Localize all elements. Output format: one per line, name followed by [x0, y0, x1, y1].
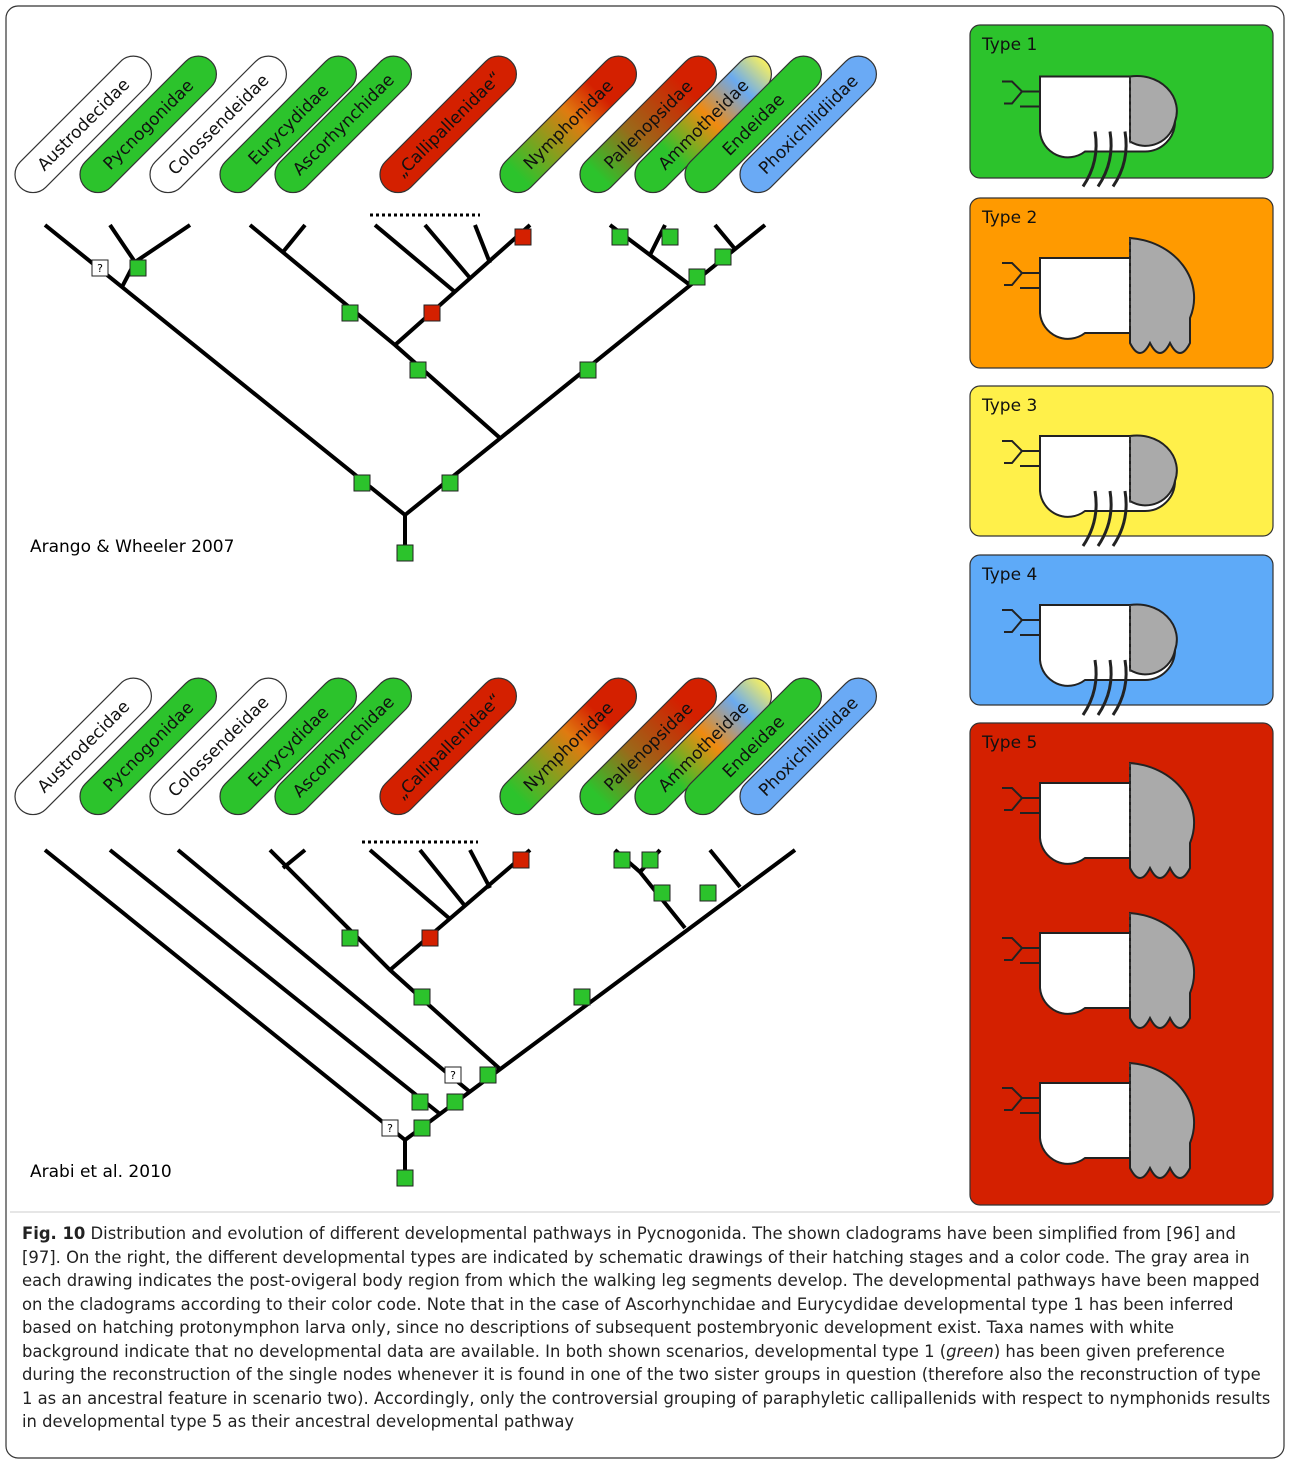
branch: [370, 850, 450, 919]
state-square: [612, 229, 628, 245]
state-square: [642, 852, 658, 868]
state-square: [412, 1094, 428, 1110]
state-square: [700, 885, 716, 901]
state-square: [662, 229, 678, 245]
figure-label: Fig. 10: [22, 1224, 85, 1243]
unknown-marker: ?: [97, 262, 103, 275]
branch: [283, 850, 305, 868]
type-label: Type 2: [981, 208, 1037, 228]
state-square: [342, 930, 358, 946]
state-square: [574, 989, 590, 1005]
state-square: [689, 269, 705, 285]
branch: [390, 850, 530, 970]
state-square: [480, 1067, 496, 1083]
state-square: [614, 852, 630, 868]
tree-citation: Arabi et al. 2010: [30, 1162, 172, 1182]
type-label: Type 1: [981, 35, 1037, 55]
state-square: [414, 989, 430, 1005]
state-square: [397, 545, 413, 561]
taxon-name: „Callipallenidae“: [392, 690, 506, 804]
branch: [45, 850, 405, 1170]
state-square: [410, 362, 426, 378]
branch: [283, 225, 305, 252]
branch: [470, 850, 490, 888]
branch: [110, 850, 440, 1114]
state-square: [513, 852, 529, 868]
branch: [715, 225, 735, 249]
branch: [270, 850, 500, 1069]
state-square: [354, 475, 370, 491]
branch: [710, 850, 740, 887]
state-square: [447, 1094, 463, 1110]
state-square: [397, 1170, 413, 1186]
taxon-name: „Callipallenidae“: [392, 68, 506, 182]
type-label: Type 4: [981, 565, 1037, 585]
state-square: [580, 362, 596, 378]
state-square: [442, 475, 458, 491]
type-label: Type 3: [981, 396, 1037, 416]
branch: [475, 225, 490, 263]
state-square: [424, 305, 440, 321]
branch: [250, 225, 500, 438]
type-label: Type 5: [981, 733, 1037, 753]
caption: Fig. 10 Distribution and evolution of di…: [22, 1222, 1274, 1434]
tree-citation: Arango & Wheeler 2007: [30, 537, 234, 557]
unknown-marker: ?: [450, 1069, 456, 1082]
branch: [395, 225, 530, 345]
state-square: [422, 930, 438, 946]
caption-text: Distribution and evolution of different …: [22, 1224, 1260, 1361]
state-square: [515, 229, 531, 245]
state-square: [130, 260, 146, 276]
branch: [375, 225, 455, 292]
page: Arango & Wheeler 2007 Arabi et al. 2010 …: [0, 0, 1292, 1466]
branch: [110, 225, 190, 262]
unknown-marker: ?: [387, 1122, 393, 1135]
state-square: [414, 1120, 430, 1136]
state-square: [342, 305, 358, 321]
caption-emphasis: green: [946, 1342, 994, 1361]
state-square: [654, 885, 670, 901]
state-square: [715, 249, 731, 265]
branch: [178, 850, 470, 1092]
